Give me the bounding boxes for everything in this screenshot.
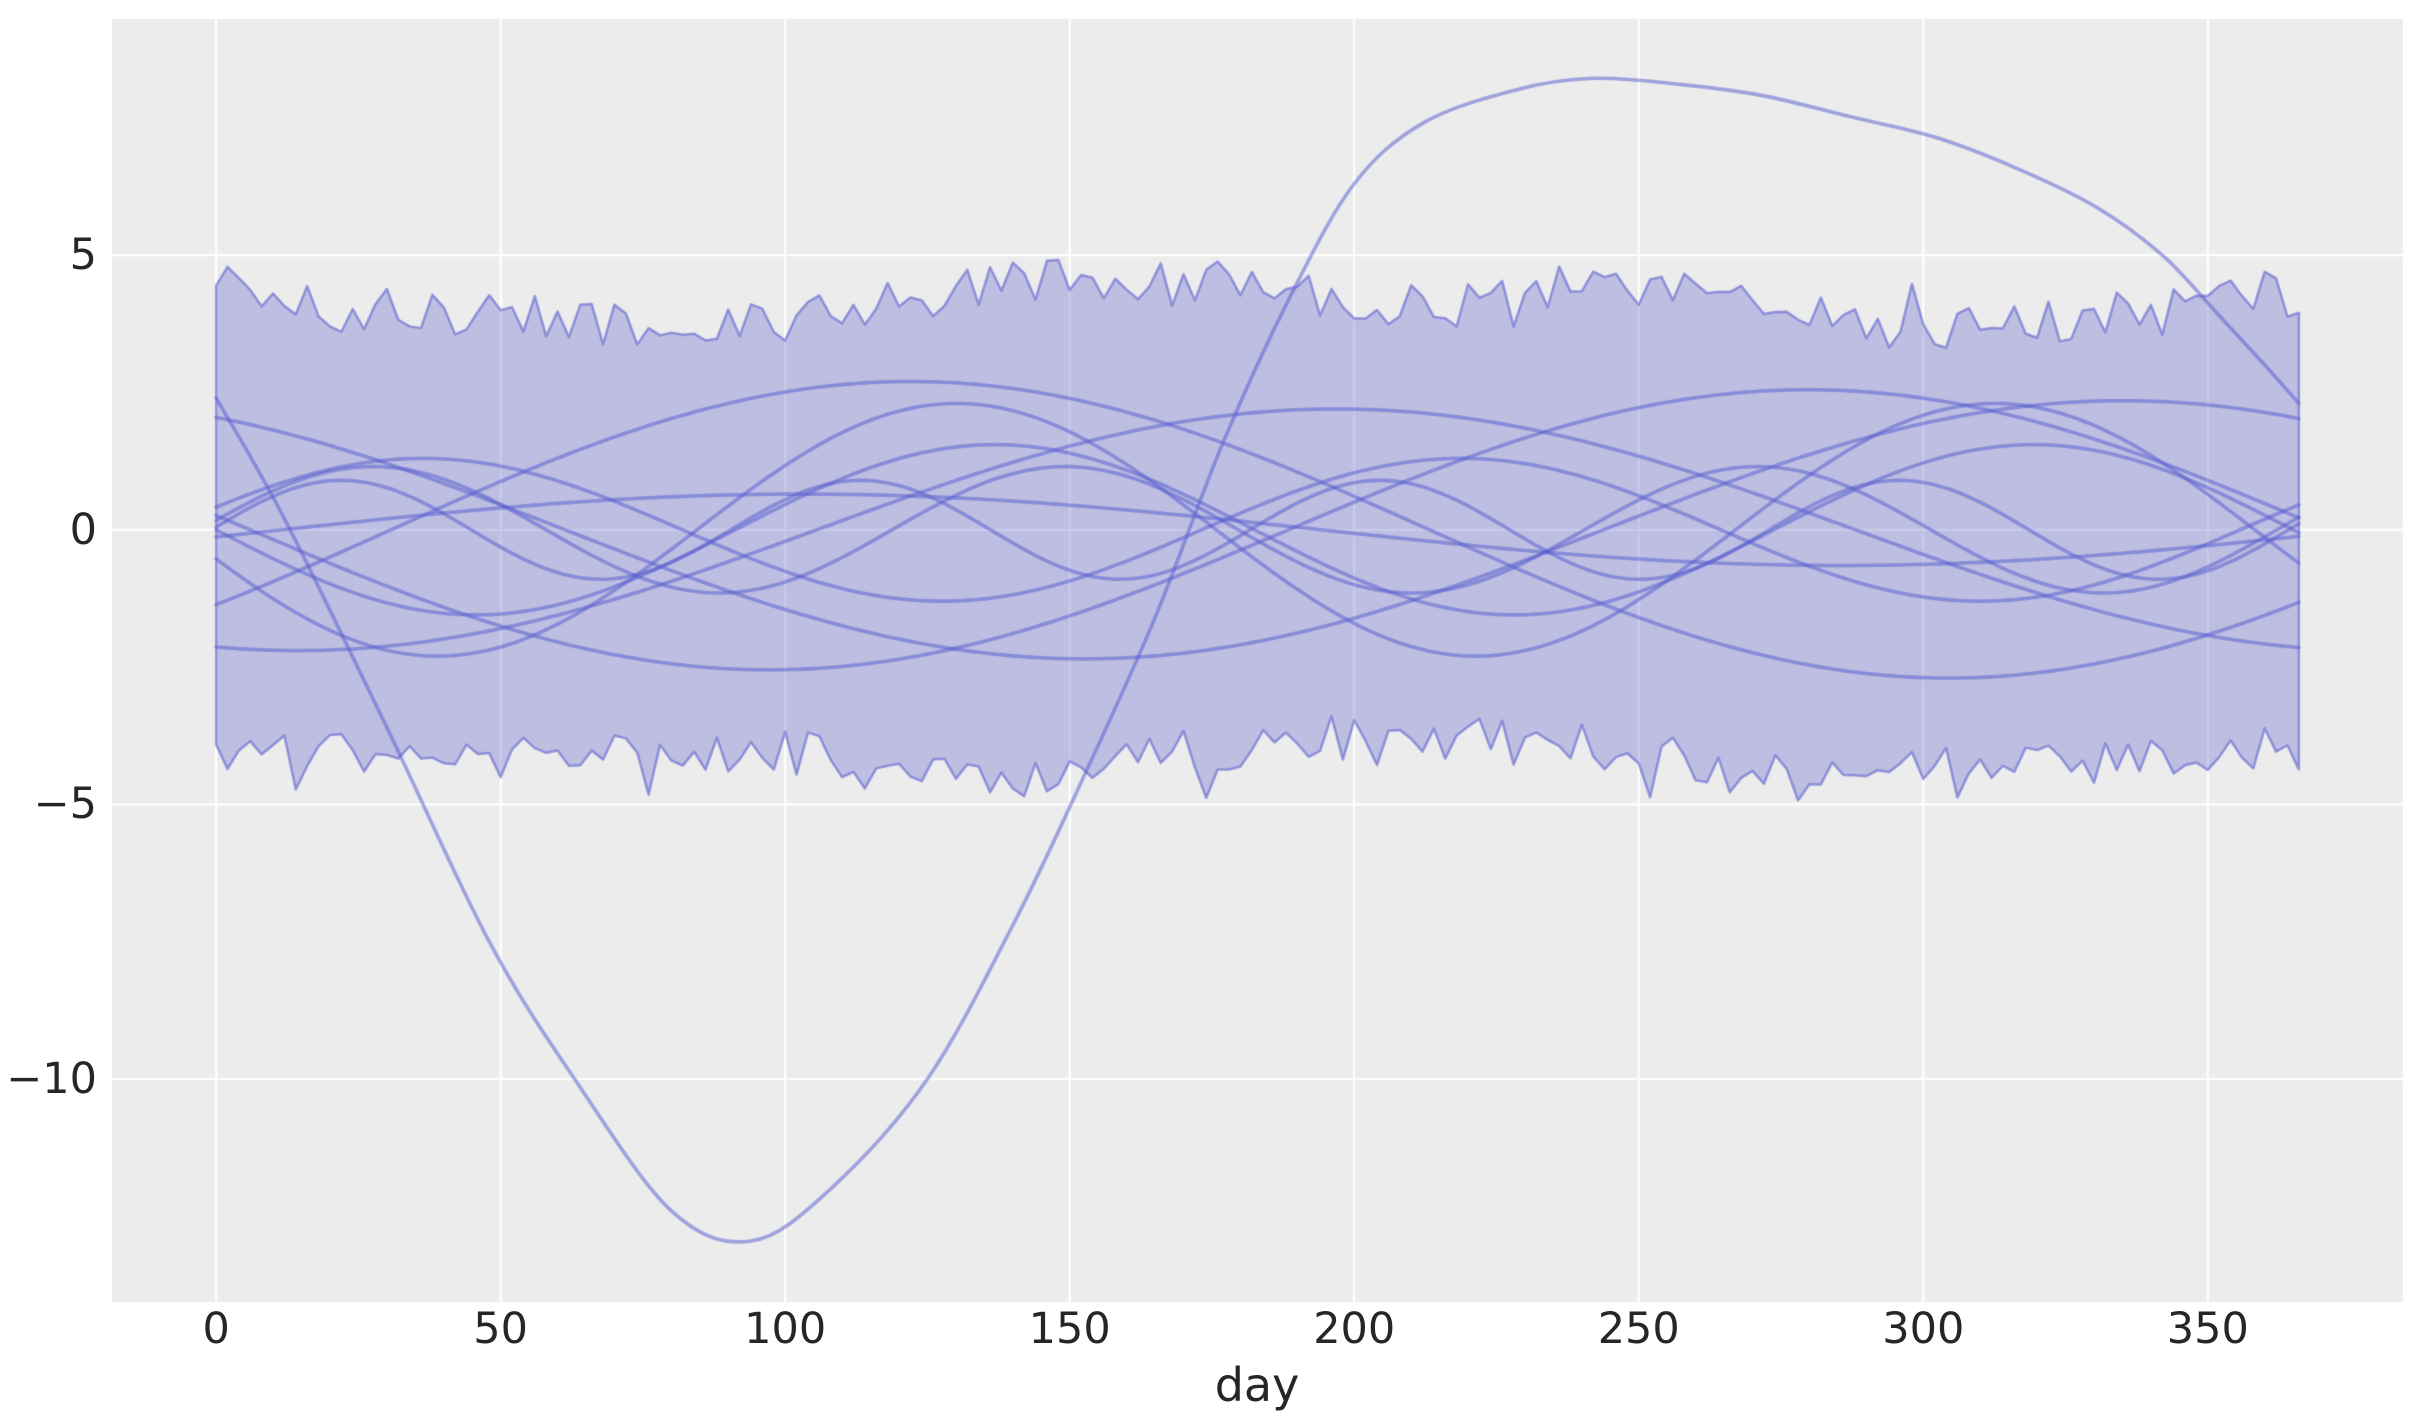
y-tick-label-5: 5 bbox=[69, 230, 97, 281]
x-tick-label-200: 200 bbox=[1313, 1304, 1396, 1354]
x-tick-label-100: 100 bbox=[744, 1304, 827, 1354]
x-axis-label: day bbox=[1214, 1358, 1300, 1412]
x-tick-label-250: 250 bbox=[1597, 1304, 1680, 1354]
x-tick-label-50: 50 bbox=[473, 1304, 529, 1354]
x-tick-label-150: 150 bbox=[1028, 1304, 1111, 1354]
x-tick-label-0: 0 bbox=[202, 1304, 230, 1354]
y-tick-label-neg10: −10 bbox=[6, 1054, 97, 1104]
y-tick-label-0: 0 bbox=[69, 504, 97, 555]
x-tick-label-300: 300 bbox=[1882, 1304, 1965, 1354]
x-tick-label-350: 350 bbox=[2166, 1304, 2249, 1354]
y-tick-label-neg5: −5 bbox=[33, 779, 97, 830]
